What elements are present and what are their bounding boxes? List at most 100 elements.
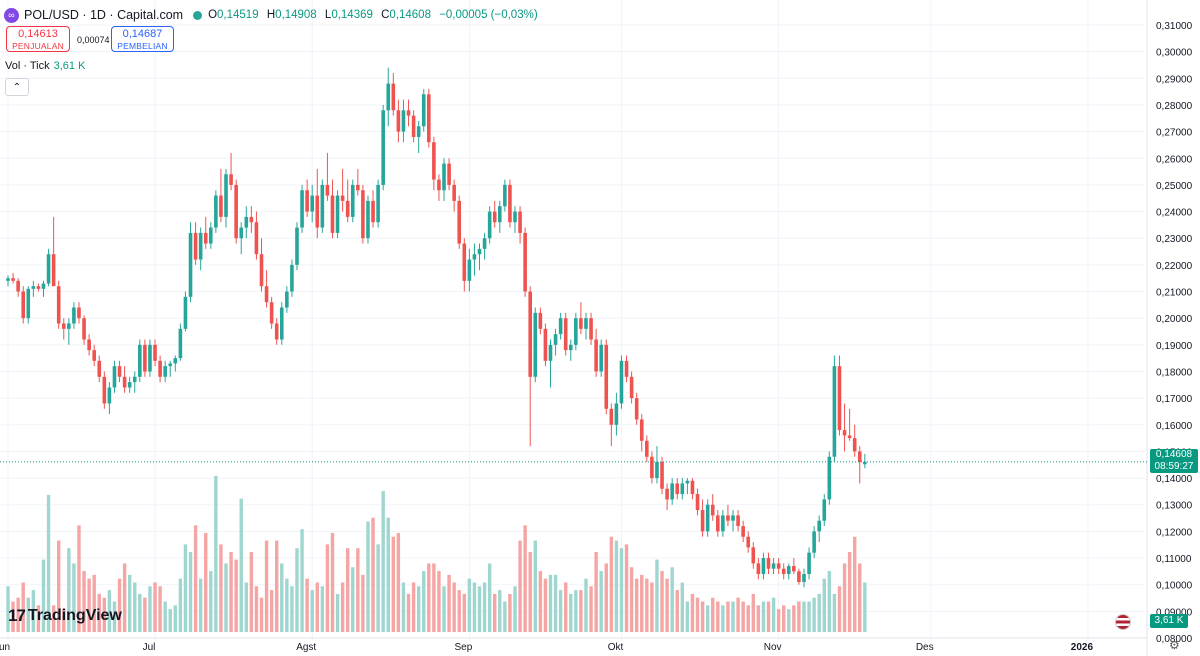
volume-bar: [518, 540, 522, 632]
volume-bar: [386, 517, 390, 632]
volume-bar: [310, 590, 314, 632]
volume-bar: [295, 548, 299, 632]
buy-button[interactable]: 0,14687 PEMBELIAN: [111, 26, 174, 52]
volume-bar: [792, 605, 796, 632]
price-tick-label: 0,24000: [1156, 208, 1193, 219]
volume-bar: [41, 559, 46, 632]
volume-bar: [361, 574, 365, 632]
volume-bar: [837, 586, 842, 632]
volume-bar: [812, 597, 816, 632]
candle-body: [325, 184, 330, 196]
candle-body: [543, 328, 548, 361]
candle-body: [802, 574, 806, 583]
volume-legend[interactable]: Vol · Tick 3,61 K: [5, 60, 85, 72]
candle-body: [416, 126, 421, 137]
volume-bar: [751, 593, 755, 632]
candle-body: [482, 238, 487, 249]
gear-icon[interactable]: ⚙: [1169, 638, 1180, 652]
candle-body: [614, 403, 619, 425]
candle-body: [700, 510, 705, 532]
volume-bar: [705, 605, 710, 632]
tradingview-mark-icon: 17: [8, 606, 26, 625]
candle-body: [705, 504, 710, 532]
close-label: C: [381, 9, 390, 21]
sell-button[interactable]: 0,14613 PENJUALAN: [6, 26, 70, 52]
candle-body: [421, 94, 426, 127]
sell-label: PENJUALAN: [12, 41, 64, 51]
candle-body: [655, 462, 659, 479]
price-axis[interactable]: 0,31000 0,30000 0,29000 0,28000 0,27000 0,260…: [1146, 0, 1193, 656]
time-axis[interactable]: Jun Jul Agst Sep Okt Nov Des 2026: [0, 637, 1147, 653]
volume-bar: [224, 563, 228, 632]
candle-body: [533, 312, 538, 377]
chevron-up-icon[interactable]: ⌃: [5, 78, 29, 96]
price-tick-label: 0,16000: [1156, 421, 1193, 432]
low-value: 0,14369: [331, 9, 373, 21]
volume-bar: [320, 586, 325, 632]
price-tick-label: 0,09000: [1156, 607, 1193, 618]
candle-body: [21, 291, 26, 319]
volume-bar: [711, 597, 715, 632]
symbol-title[interactable]: POL/USD · 1D · Capital.com: [24, 8, 184, 22]
candle-body: [203, 232, 208, 244]
volume-bar: [736, 597, 740, 632]
volume-bar: [503, 601, 507, 632]
price-tick-label: 0,19000: [1156, 341, 1193, 352]
polygon-logo-icon[interactable]: ∞: [4, 7, 19, 23]
candle-body: [472, 254, 477, 260]
volume-bar: [548, 574, 553, 632]
candle-body: [219, 195, 223, 217]
volume-bar: [204, 532, 208, 632]
candle-body: [82, 318, 86, 340]
volume-bar: [726, 601, 730, 632]
volume-bar: [599, 571, 603, 632]
tradingview-logo[interactable]: 17 TradingView: [8, 606, 122, 626]
volume-bar: [330, 532, 335, 632]
volume-bar: [787, 609, 791, 632]
volume-bar: [214, 475, 218, 632]
last-price-value: 0,14608: [1155, 449, 1193, 460]
volume-bar: [564, 582, 568, 632]
volume-bar: [335, 593, 340, 632]
candle-body: [16, 280, 20, 292]
volume-bar: [863, 582, 867, 632]
candle-body: [193, 232, 198, 260]
volume-bar: [376, 544, 380, 632]
candle-body: [558, 318, 563, 335]
candle-body: [26, 288, 31, 319]
candle-body: [721, 515, 725, 532]
volume-bar: [569, 593, 573, 632]
price-tick-label: 0,22000: [1156, 261, 1193, 272]
volume-bar: [422, 571, 426, 632]
ohlc-values: O0,14519 H0,14908 L0,14369 C0,14608 −0,0…: [208, 9, 538, 21]
volume-bar: [594, 552, 598, 632]
candle-body: [361, 190, 365, 239]
volume-bar: [624, 544, 629, 632]
candle-body: [857, 451, 862, 463]
candle-body: [553, 334, 558, 345]
volume-bar: [97, 593, 101, 632]
candle-body: [209, 227, 213, 244]
volume-bar: [650, 582, 654, 632]
volume-bar: [406, 593, 411, 632]
candle-body: [244, 216, 249, 228]
volume-bar: [457, 590, 461, 632]
candle-body: [513, 211, 517, 223]
candle-body: [852, 438, 857, 452]
candle-body: [609, 408, 614, 425]
candle-body: [132, 376, 137, 383]
volume-bar: [259, 597, 264, 632]
us-flag-icon[interactable]: [1115, 614, 1131, 630]
volume-bar: [209, 571, 213, 632]
volume-bar: [614, 540, 619, 632]
volume-bar: [127, 574, 132, 632]
candle-body: [492, 211, 497, 223]
price-tick-label: 0,10000: [1156, 581, 1193, 592]
spread-value: 0,00074: [77, 35, 110, 45]
volume-bar: [467, 578, 472, 632]
volume-bar: [11, 601, 15, 632]
volume-bar: [685, 601, 690, 632]
volume-bar: [609, 536, 614, 632]
volume-bars: [6, 475, 867, 632]
